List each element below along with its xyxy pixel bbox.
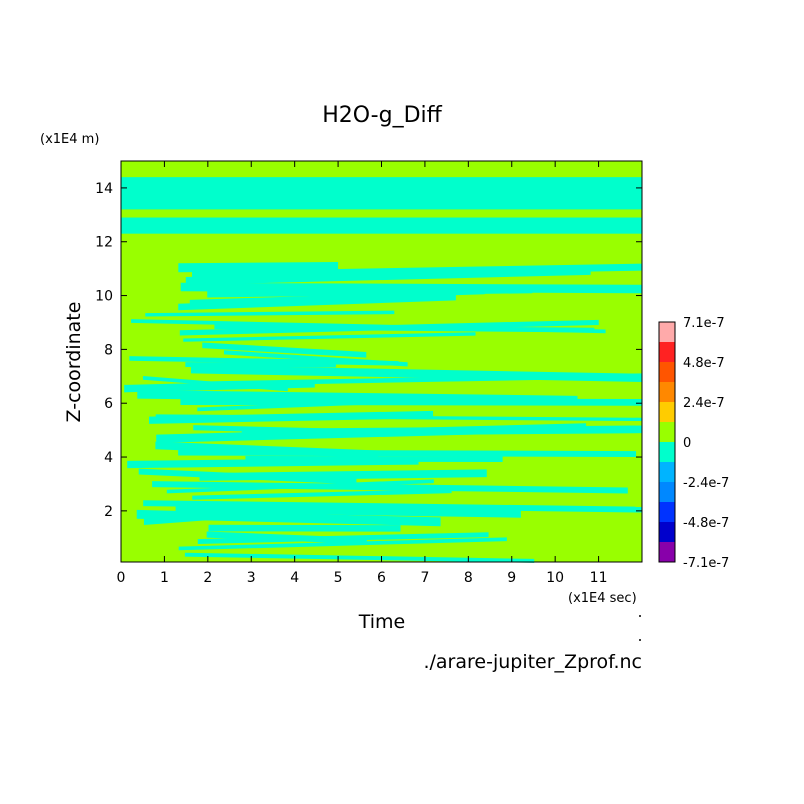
colorbar-label: 7.1e-7 [683, 316, 725, 331]
chart-title: H2O-g_Diff [322, 103, 442, 128]
y-axis-ticks: 2 4 6 8 10 12 14 [95, 181, 642, 520]
colorbar-swatch [659, 502, 675, 522]
contour-streak [208, 524, 401, 532]
contour-streak [152, 481, 628, 494]
colorbar-swatch [659, 442, 675, 462]
x-axis-label: Time [358, 611, 406, 633]
colorbar-swatch [659, 522, 675, 542]
contour-streak [138, 468, 357, 485]
contour-streak [245, 456, 503, 462]
contour-streak [131, 319, 606, 334]
colorbar-swatch [659, 402, 675, 422]
contour-band [121, 177, 642, 210]
colorbar-swatch [659, 322, 675, 342]
contour-streak [206, 531, 367, 545]
contour-streak [180, 282, 642, 294]
colorbar-swatch [659, 422, 675, 442]
footer-dots [639, 615, 641, 641]
y-tick-label: 2 [104, 504, 113, 520]
contour-bands [121, 177, 642, 563]
x-tick-label: 10 [546, 570, 564, 586]
x-tick-label: 8 [464, 570, 473, 586]
contour-streak [178, 537, 507, 551]
contour-streak [145, 310, 395, 317]
colorbar-label: -2.4e-7 [683, 476, 729, 491]
contour-streak [143, 500, 642, 513]
colorbar-swatch [659, 542, 675, 562]
contour-streak [241, 425, 642, 437]
y-tick-label: 12 [95, 235, 113, 251]
contour-streak [136, 509, 441, 527]
y-axis-label: Z-coordinate [63, 302, 85, 423]
x-tick-label: 11 [590, 570, 608, 586]
colorbar: -7.1e-7 -4.8e-7 -2.4e-7 0 2.4e-7 4.8e-7 7.1e-7 [658, 316, 729, 571]
y-unit-label: (x1E4 m) [40, 132, 99, 147]
colorbar-swatch [659, 482, 675, 502]
y-tick-label: 10 [95, 289, 113, 305]
dot-mark [639, 615, 641, 617]
x-tick-label: 2 [203, 570, 212, 586]
contour-band [121, 217, 642, 234]
x-unit-label: (x1E4 sec) [568, 591, 637, 606]
contour-streak [129, 356, 399, 366]
dot-mark [639, 639, 641, 641]
contour-streak [175, 505, 521, 518]
contour-streak [190, 365, 642, 382]
colorbar-swatch [659, 462, 675, 482]
colorbar-label: 2.4e-7 [683, 396, 725, 411]
y-tick-label: 4 [104, 450, 113, 466]
contour-streak [202, 342, 367, 358]
x-tick-label: 1 [160, 570, 169, 586]
colorbar-swatch [659, 382, 675, 402]
contour-streak [142, 375, 288, 392]
contour-streak [191, 263, 642, 279]
contour-streak [183, 332, 476, 342]
y-tick-label: 6 [104, 396, 113, 412]
footer-filename: ./arare-jupiter_Zprof.nc [423, 651, 642, 673]
y-tick-label: 8 [104, 342, 113, 358]
x-axis-ticks: 0 1 2 3 4 5 6 7 8 9 10 11 [117, 161, 608, 586]
x-tick-label: 7 [420, 570, 429, 586]
colorbar-frame [658, 321, 676, 563]
contour-streak [178, 261, 339, 273]
colorbar-label: 0 [683, 436, 691, 451]
contour-streak [223, 350, 408, 367]
colorbar-label: -4.8e-7 [683, 516, 729, 531]
contour-streak [155, 414, 642, 422]
colorbar-label: -7.1e-7 [683, 556, 729, 571]
colorbar-swatch [659, 342, 675, 362]
contour-streak [178, 293, 456, 311]
x-tick-label: 0 [117, 570, 126, 586]
contour-streak [193, 425, 333, 434]
colorbar-swatch [659, 362, 675, 382]
x-tick-label: 5 [334, 570, 343, 586]
contour-streak [192, 489, 452, 500]
colorbar-label: 4.8e-7 [683, 356, 725, 371]
y-tick-label: 14 [95, 181, 113, 197]
contour-streak [137, 390, 578, 405]
x-tick-label: 9 [507, 570, 516, 586]
x-tick-label: 4 [290, 570, 299, 586]
contour-streak [184, 552, 535, 563]
x-tick-label: 3 [247, 570, 256, 586]
contour-streak [155, 441, 379, 459]
x-tick-label: 6 [377, 570, 386, 586]
